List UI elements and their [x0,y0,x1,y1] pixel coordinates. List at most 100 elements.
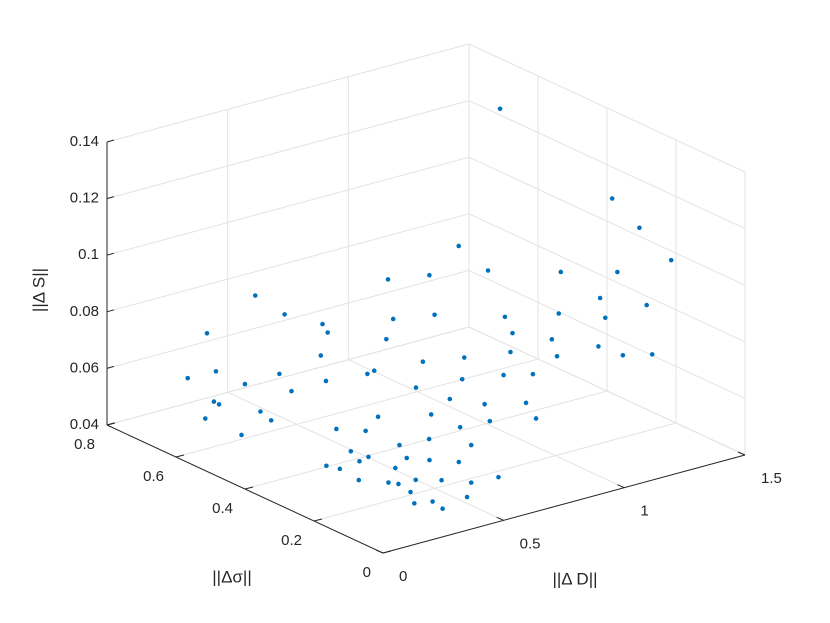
point [497,106,503,112]
z-tick-label: 0.14 [70,133,99,150]
grid-line [106,213,470,313]
x-tick [737,451,746,456]
point [385,277,391,282]
point [447,396,453,402]
point [318,353,324,358]
grid-line [468,156,746,286]
y-tick [175,454,185,458]
y-tick [382,550,392,554]
point [404,455,410,461]
point [482,401,487,407]
x-tick [496,516,504,521]
point [277,371,282,377]
grid-line [468,326,746,456]
point [597,295,603,301]
x-axis-title: ||Δ D|| [552,569,597,588]
y-tick [313,518,323,522]
point [468,480,474,485]
point [420,359,426,365]
point [456,243,462,249]
grid-line [468,43,746,173]
point [501,372,506,378]
point [426,436,432,442]
z-tick-label: 0.06 [70,359,99,376]
point [365,371,370,377]
point [620,353,626,358]
point [325,330,330,335]
z-tick-label: 0.12 [70,190,99,207]
point [649,352,655,357]
grid-line [468,100,746,230]
point [485,268,491,273]
point [375,414,381,420]
point [356,477,362,483]
point [239,432,244,438]
point [323,378,329,384]
point [337,466,343,472]
grid-line [244,390,608,490]
point [252,293,258,298]
grid-line [468,213,746,343]
point [510,330,515,336]
z-tick [106,309,115,313]
grid-line [106,100,470,200]
z-tick-label: 0.04 [70,416,99,433]
point [320,321,325,327]
point [185,375,190,381]
point [461,355,467,360]
point [457,424,463,430]
x-tick [375,549,384,554]
point [204,331,210,336]
point [523,400,529,406]
y-tick-label: 0.4 [212,500,233,517]
y-tick-label: 0 [363,564,371,581]
point [464,494,470,500]
grid-line [468,269,746,399]
point [390,316,396,322]
point [282,312,287,317]
grid-line [106,156,470,256]
point [366,454,371,460]
point [556,311,562,316]
x-tick-label: 1.5 [761,470,782,487]
point [615,269,620,275]
z-tick-label: 0.08 [70,303,99,320]
point [289,388,294,394]
point [439,477,444,483]
z-tick [106,422,115,426]
y-tick-label: 0.2 [281,532,302,549]
x-tick-label: 0.5 [520,535,541,552]
point [508,349,513,355]
point [384,336,389,342]
point [427,457,432,463]
point [637,225,642,231]
x-axis-line [382,454,746,554]
point [440,506,445,511]
point [413,477,419,483]
point [386,480,391,485]
point [268,418,274,423]
z-tick [106,365,115,369]
point [430,499,435,504]
y-tick [244,486,254,490]
point [554,353,560,359]
point [371,368,377,374]
z-tick-label: 0.1 [78,246,99,263]
z-axis-title: ||Δ S|| [29,268,48,312]
point [428,412,434,417]
point [334,426,339,432]
point [397,442,402,448]
point [487,418,493,424]
z-tick [106,196,115,200]
point [609,196,615,201]
grid-line [313,422,677,522]
point [396,481,401,487]
point [549,337,555,342]
x-tick [617,484,625,489]
point [363,428,368,434]
x-tick-label: 0 [399,568,407,585]
grid-line [106,43,470,143]
grid-line [175,358,539,458]
